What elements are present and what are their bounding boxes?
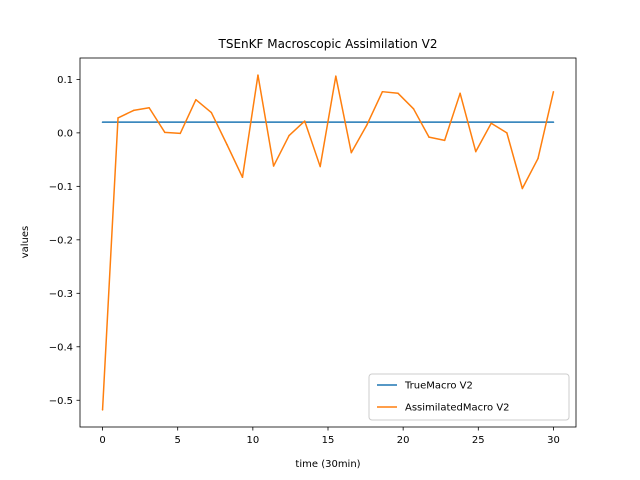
series-0-point <box>552 121 555 123</box>
y-tick-label: −0.5 <box>49 396 73 407</box>
series-1-point <box>303 120 306 122</box>
legend: TrueMacro V2 AssimilatedMacro V2 <box>368 373 570 421</box>
chart-title: TSEnKF Macroscopic Assimilation V2 <box>218 37 438 51</box>
series-1-point <box>148 106 150 109</box>
series-1-point <box>319 165 321 168</box>
y-tick-label: 0.1 <box>57 75 73 86</box>
x-tick-label: 30 <box>547 435 560 446</box>
series-1-point <box>179 132 181 135</box>
series-1-point <box>428 136 430 138</box>
y-axis-label: values <box>20 226 31 259</box>
y-tick-label: −0.1 <box>49 182 73 193</box>
series-1-point <box>210 111 213 114</box>
series-1-point <box>412 108 415 110</box>
series-1-point <box>132 109 135 112</box>
series-1-point <box>195 98 197 101</box>
series-1-point <box>521 187 524 190</box>
series-1-point <box>506 132 508 134</box>
plot-lines <box>101 74 555 411</box>
y-axis: −0.5 −0.4 −0.3 −0.2 −0.1 0.0 0.1 <box>49 75 80 407</box>
series-1-point <box>381 90 384 93</box>
y-tick-label: −0.4 <box>49 342 73 353</box>
series-1-point <box>350 151 353 154</box>
series-1-point <box>288 134 290 137</box>
x-tick-label: 5 <box>175 435 181 446</box>
series-1-point <box>101 409 104 411</box>
series-line-1 <box>101 74 555 410</box>
series-1-point <box>537 157 539 160</box>
series-1-point <box>552 90 555 93</box>
series-1-point <box>335 75 337 77</box>
x-tick-label: 15 <box>322 435 335 446</box>
y-tick-label: 0.0 <box>57 128 73 139</box>
series-1-point <box>443 139 446 142</box>
x-tick-label: 25 <box>472 435 485 446</box>
series-1-point <box>475 150 477 153</box>
series-1-point <box>272 165 275 167</box>
series-1-point <box>241 176 244 179</box>
x-axis: 0 5 10 15 20 25 30 <box>99 427 560 446</box>
x-tick-label: 20 <box>397 435 410 446</box>
series-1-point <box>459 92 461 95</box>
y-tick-label: −0.2 <box>49 235 73 246</box>
x-tick-label: 0 <box>99 435 105 446</box>
series-1-point <box>226 143 228 146</box>
series-1-point <box>164 131 166 134</box>
x-axis-label: time (30min) <box>295 459 360 470</box>
series-0-point <box>101 121 104 123</box>
x-tick-label: 10 <box>246 435 259 446</box>
legend-label-0: TrueMacro V2 <box>404 381 473 392</box>
legend-box <box>368 373 570 421</box>
y-tick-label: −0.3 <box>49 289 73 300</box>
series-1-point <box>117 117 119 119</box>
legend-label-1: AssimilatedMacro V2 <box>405 403 510 414</box>
series-1-point <box>366 124 368 126</box>
series-1-point <box>397 92 399 95</box>
series-1-point <box>490 122 492 124</box>
series-1-point <box>257 74 259 76</box>
